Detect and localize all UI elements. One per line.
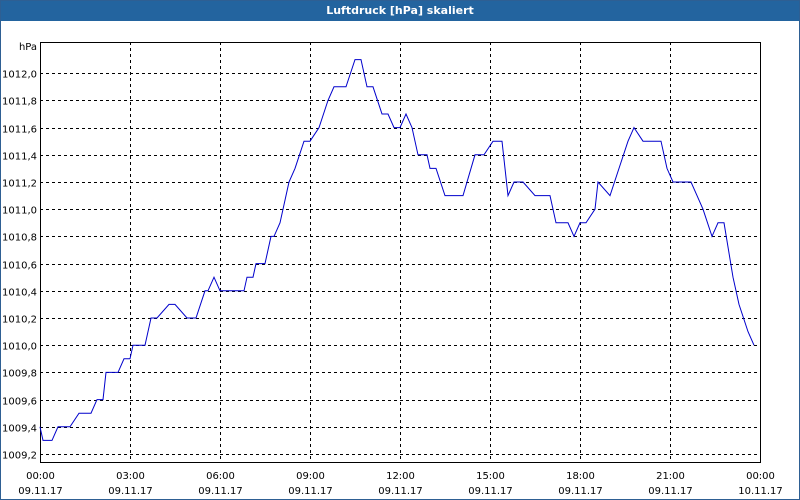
grid-lines bbox=[40, 42, 760, 462]
y-tick-label: 1010,4 bbox=[2, 288, 37, 299]
y-tick-label: 1010,0 bbox=[2, 342, 37, 353]
y-tick-label: 1011,2 bbox=[2, 179, 37, 190]
y-tick-label: 1009,6 bbox=[2, 397, 37, 408]
y-tick-label: 1010,8 bbox=[2, 233, 37, 244]
x-tick-date: 09.11.17 bbox=[378, 486, 423, 497]
y-tick-label: 1011,8 bbox=[2, 97, 37, 108]
y-axis-label: hPa bbox=[19, 42, 37, 53]
pressure-line bbox=[39, 59, 755, 441]
x-tick-time: 12:00 bbox=[386, 471, 415, 482]
x-tick-time: 03:00 bbox=[116, 471, 145, 482]
x-tick-time: 06:00 bbox=[206, 471, 235, 482]
y-tick-label: 1011,4 bbox=[2, 152, 37, 163]
y-tick-label: 1010,6 bbox=[2, 261, 37, 272]
x-tick-date: 09.11.17 bbox=[468, 486, 513, 497]
x-tick-time: 09:00 bbox=[296, 471, 325, 482]
x-tick-date: 10.11.17 bbox=[738, 486, 783, 497]
x-tick-time: 15:00 bbox=[476, 471, 505, 482]
x-tick-labels: 00:00 09.11.17 03:00 09.11.17 06:00 09.11.17 0… bbox=[18, 471, 783, 497]
x-tick-time: 00:00 bbox=[26, 471, 55, 482]
plot-area bbox=[40, 42, 761, 463]
y-tick-label: 1009,4 bbox=[2, 424, 37, 435]
x-tick-time: 21:00 bbox=[656, 471, 685, 482]
y-tick-labels: 1009,2 1009,4 1009,6 1009,8 1010,0 1010,2 1010… bbox=[2, 70, 37, 462]
y-tick-label: 1012,0 bbox=[2, 70, 37, 81]
y-tick-label: 1011,6 bbox=[2, 125, 37, 136]
window-title: Luftdruck [hPa] skaliert bbox=[1, 1, 799, 21]
x-tick-date: 09.11.17 bbox=[558, 486, 603, 497]
y-tick-label: 1009,8 bbox=[2, 369, 37, 380]
x-tick-time: 00:00 bbox=[746, 471, 775, 482]
x-tick-date: 09.11.17 bbox=[198, 486, 243, 497]
x-tick-date: 09.11.17 bbox=[108, 486, 153, 497]
y-tick-label: 1009,2 bbox=[2, 451, 37, 462]
x-tick-date: 09.11.17 bbox=[288, 486, 333, 497]
y-tick-label: 1010,2 bbox=[2, 315, 37, 326]
x-tick-date: 09.11.17 bbox=[648, 486, 693, 497]
x-tick-date: 09.11.17 bbox=[18, 486, 63, 497]
x-tick-time: 18:00 bbox=[566, 471, 595, 482]
y-tick-label: 1011,0 bbox=[2, 206, 37, 217]
